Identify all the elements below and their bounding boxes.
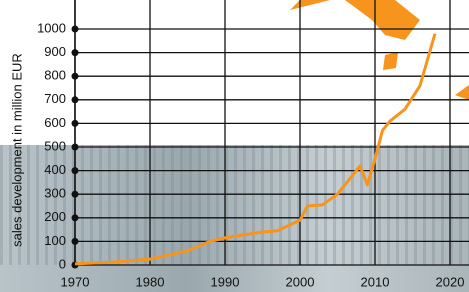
photo-texture [0,145,469,265]
y-tick-label: 100 [44,233,66,248]
y-tick-label: 600 [44,115,66,130]
y-tick-label: 200 [44,209,66,224]
y-axis-label: sales development in million EUR [9,53,24,247]
x-tick-label: 2010 [361,274,390,289]
x-tick-label: 2020 [436,274,465,289]
x-tick-label: 1970 [61,274,90,289]
x-tick-label: 2000 [286,274,315,289]
x-tick-label: 1980 [136,274,165,289]
y-tick-label: 0 [59,256,66,271]
y-tick-label: 300 [44,186,66,201]
y-tick-label: 1000 [37,20,66,35]
chart: 1970 1980 1990 2000 2010 2020 0 100 200 300 400 500… [0,0,469,292]
x-tick-label: 1990 [211,274,240,289]
y-tick-label: 800 [44,68,66,83]
y-tick-label: 700 [44,91,66,106]
y-tick-label: 500 [44,138,66,153]
y-tick-label: 900 [44,44,66,59]
y-tick-label: 400 [44,162,66,177]
